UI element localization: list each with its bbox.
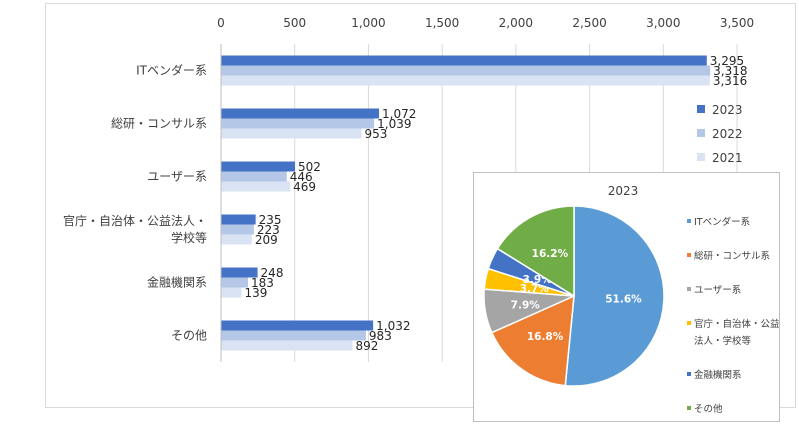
bar-2023 [221,161,296,172]
legend-swatch-2022 [697,129,705,137]
bar-2022 [221,277,248,288]
category-label: 官庁・自治体・公益法人・ [63,213,207,228]
bar-2021 [221,234,252,245]
data-label: 1,032 [376,319,410,333]
pie-legend-label: ITベンダー系 [694,216,750,228]
pie-legend-label: 金融機関系 [694,369,742,381]
bar-2023 [221,267,258,278]
bar-2022 [221,224,254,235]
pie-data-label: 51.6% [605,293,642,305]
bar-2022 [221,330,366,341]
x-tick-label: 2,500 [572,16,606,30]
bar-2022 [221,65,711,76]
data-label: 223 [257,223,280,237]
x-tick-label: 0 [217,16,225,30]
bar-2021 [221,128,362,139]
data-label: 1,072 [382,107,416,121]
bar-2022 [221,171,287,182]
pie-slice [496,205,575,298]
data-label: 3,295 [710,54,744,68]
pie-legend-label: 官庁・自治体・公益 [694,318,780,330]
pie-data-label: 16.2% [532,248,569,260]
data-label: 1,039 [377,117,411,131]
pie-data-label: 7.9% [511,299,541,311]
bar-2023 [221,108,380,119]
pie-legend-swatch [687,287,691,291]
data-label: 892 [356,339,379,353]
bar-2023 [221,320,374,331]
x-tick-label: 1,000 [351,16,385,30]
bar-2022 [221,118,375,129]
bar-2023 [221,214,256,225]
pie-slice [490,294,575,387]
legend-swatch-2021 [697,153,705,161]
data-label: 248 [261,266,284,280]
data-label: 139 [244,286,267,300]
pie-legend-label: その他 [694,403,723,415]
legend-label-2022: 2022 [712,127,743,141]
pie-data-label: 16.8% [527,331,564,343]
data-label: 502 [298,160,321,174]
bar-2021 [221,181,291,192]
pie-title: 2023 [608,184,639,198]
data-label: 3,316 [713,74,747,88]
bar-chart-frame [45,3,796,408]
x-tick-label: 3,500 [720,16,754,30]
category-label: 総研・コンサル系 [111,117,207,131]
x-tick-label: 500 [283,16,306,30]
legend-label-2021: 2021 [712,151,743,165]
category-label: 金融機関系 [147,275,207,290]
pie-legend-swatch [687,219,691,223]
category-label: その他 [171,329,207,343]
x-tick-label: 2,000 [499,16,533,30]
data-label: 446 [290,170,313,184]
data-label: 953 [364,127,387,141]
pie-chart-frame: 2023 51.6% 16.8% 7.9% 3.7% 3.9% 16.2% ITベンダー系総… [473,172,780,422]
data-label: 209 [255,233,278,247]
pie-legend-label: 総研・コンサル系 [694,250,770,262]
legend-swatch-2023 [697,105,705,113]
pie-legend-swatch [687,321,691,325]
bar-2021 [221,75,710,86]
pie-legend-swatch [687,372,691,376]
data-label: 983 [369,329,392,343]
bar-2021 [221,340,353,351]
pie-chart: 2023 51.6%16.8%7.9%3.7%3.9%16.2%ITベンダー系総… [483,184,780,415]
category-label: ITベンダー系 [136,63,207,78]
data-label: 469 [293,180,316,194]
pie-slice [564,205,665,387]
bar-2021 [221,287,242,298]
data-label: 183 [251,276,274,290]
data-label: 235 [259,213,282,227]
category-label: 学校等 [171,230,207,245]
pie-legend-swatch [687,253,691,257]
pie-legend-label: 法人・学校等 [694,335,752,347]
pie-legend-swatch [687,406,691,410]
category-label: ユーザー系 [147,170,207,184]
bar-2023 [221,55,707,66]
pie-legend-label: ユーザー系 [694,285,741,296]
data-label: 3,318 [713,64,747,78]
x-tick-label: 3,000 [646,16,680,30]
x-tick-label: 1,500 [425,16,459,30]
legend-label-2023: 2023 [712,103,743,117]
